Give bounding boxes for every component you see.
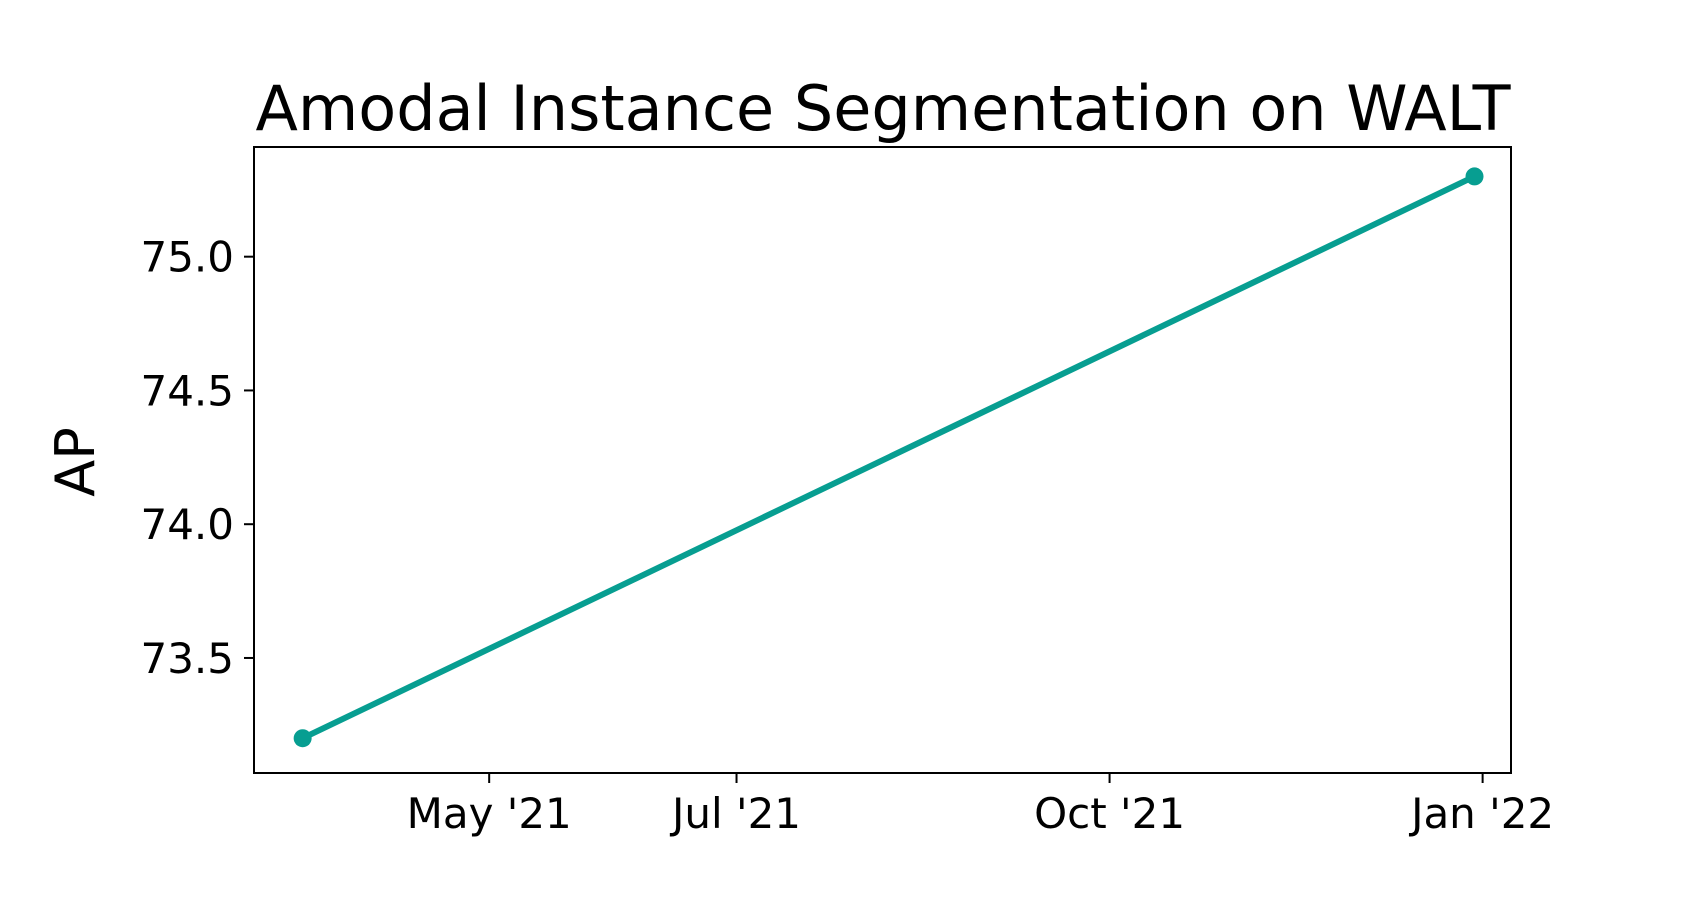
plot-area-frame bbox=[253, 146, 1512, 774]
data-point bbox=[1465, 167, 1484, 186]
series-layer bbox=[293, 167, 1484, 748]
x-tick-label: Jul '21 bbox=[669, 789, 801, 838]
y-tick-label: 74.0 bbox=[140, 500, 234, 549]
x-tick-label: Jan '22 bbox=[1408, 789, 1554, 838]
y-axis-label: AP bbox=[44, 427, 107, 497]
series-line bbox=[299, 173, 1478, 742]
y-tick-label: 73.5 bbox=[140, 634, 234, 683]
x-axis-ticks: May '21 Jul '21 Oct '21 Jan '22 bbox=[407, 773, 1554, 838]
chart-title: Amodal Instance Segmentation on WALT bbox=[255, 72, 1511, 145]
x-tick-label: Oct '21 bbox=[1034, 789, 1185, 838]
y-tick-label: 74.5 bbox=[140, 366, 234, 415]
x-tick-label: May '21 bbox=[407, 789, 572, 838]
y-tick-label: 75.0 bbox=[140, 233, 234, 282]
data-point bbox=[293, 729, 312, 748]
y-axis-ticks: 73.5 74.0 74.5 75.0 bbox=[140, 233, 254, 683]
